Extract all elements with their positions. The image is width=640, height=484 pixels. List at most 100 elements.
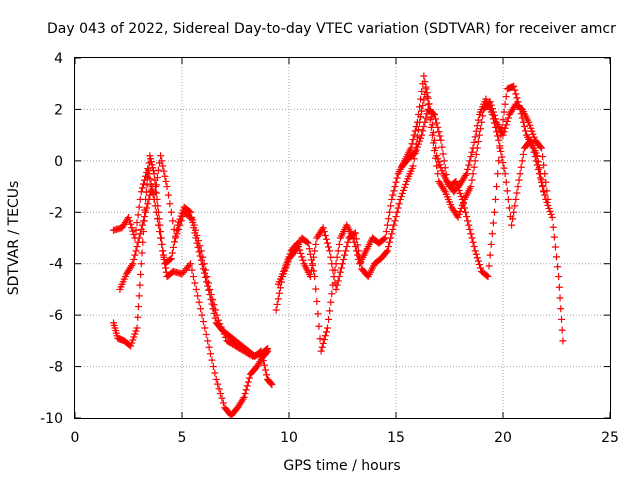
- data-point: [273, 300, 281, 308]
- y-tick-label: 2: [54, 102, 63, 118]
- data-point: [326, 307, 334, 315]
- data-point: [322, 328, 330, 336]
- data-point: [442, 171, 450, 179]
- data-point: [242, 386, 250, 394]
- data-point: [209, 305, 217, 313]
- data-point: [540, 161, 548, 169]
- data-point: [417, 134, 425, 142]
- data-point: [519, 150, 527, 158]
- data-point: [197, 256, 205, 264]
- data-point: [520, 123, 528, 131]
- data-point: [515, 176, 523, 184]
- data-point: [493, 128, 501, 136]
- data-point: [188, 266, 196, 274]
- data-point: [296, 246, 304, 254]
- data-point: [485, 262, 493, 270]
- data-point: [218, 394, 226, 402]
- data-point: [350, 230, 358, 238]
- data-point: [412, 146, 420, 154]
- data-point: [548, 213, 556, 221]
- data-point: [334, 247, 342, 255]
- data-point: [356, 253, 364, 261]
- data-point: [438, 167, 446, 175]
- data-point: [335, 240, 343, 248]
- data-point: [414, 126, 422, 134]
- data-point: [410, 131, 418, 139]
- data-point: [134, 238, 142, 246]
- data-point: [332, 285, 340, 293]
- data-point: [477, 264, 485, 272]
- data-point: [501, 100, 509, 108]
- data-point: [282, 262, 290, 270]
- data-point: [337, 264, 345, 272]
- data-point: [188, 213, 196, 221]
- data-point: [321, 332, 329, 340]
- data-point: [394, 204, 402, 212]
- data-point: [530, 133, 538, 141]
- data-point: [272, 306, 280, 314]
- data-point: [385, 215, 393, 223]
- data-point: [314, 310, 322, 318]
- data-point: [555, 283, 563, 291]
- data-point: [452, 177, 460, 185]
- data-point: [395, 200, 403, 208]
- data-point: [389, 225, 397, 233]
- data-point: [285, 253, 293, 261]
- data-point: [321, 231, 329, 239]
- data-point: [419, 102, 427, 110]
- data-point: [504, 114, 512, 122]
- data-point: [402, 180, 410, 188]
- data-point: [153, 215, 161, 223]
- data-point: [418, 107, 426, 115]
- data-point: [200, 269, 208, 277]
- data-point: [387, 234, 395, 242]
- data-point: [205, 286, 213, 294]
- data-point: [493, 183, 501, 191]
- data-point: [284, 256, 292, 264]
- data-point: [489, 115, 497, 123]
- data-point: [134, 313, 142, 321]
- data-point: [483, 272, 491, 280]
- data-point: [146, 152, 154, 160]
- data-point: [398, 189, 406, 197]
- data-point: [185, 261, 193, 269]
- data-point: [470, 138, 478, 146]
- data-point: [158, 240, 166, 248]
- data-point: [535, 164, 543, 172]
- data-point: [329, 266, 337, 274]
- data-point: [500, 164, 508, 172]
- data-point: [306, 273, 314, 281]
- data-point: [127, 220, 135, 228]
- data-point: [305, 245, 313, 253]
- data-point: [326, 247, 334, 255]
- data-point: [420, 72, 428, 80]
- data-point: [152, 181, 160, 189]
- x-axis-label: GPS time / hours: [283, 458, 400, 474]
- data-point: [494, 170, 502, 178]
- data-point: [434, 123, 442, 131]
- data-point: [174, 221, 182, 229]
- data-point: [264, 345, 272, 353]
- data-point: [133, 324, 141, 332]
- data-point: [544, 201, 552, 209]
- series-track-f: [398, 95, 548, 229]
- data-point: [553, 253, 560, 261]
- x-tick-label: 20: [494, 430, 512, 446]
- data-point: [320, 228, 328, 236]
- data-point: [556, 294, 564, 302]
- data-point: [497, 147, 505, 155]
- data-point: [194, 243, 202, 251]
- data-point: [204, 337, 212, 345]
- data-point: [304, 239, 312, 247]
- data-point: [312, 240, 320, 248]
- data-point: [128, 224, 136, 232]
- data-point: [196, 252, 204, 260]
- data-point: [307, 266, 315, 274]
- data-point: [389, 191, 397, 199]
- data-point: [328, 290, 336, 298]
- data-point: [554, 263, 562, 271]
- data-point: [195, 248, 203, 256]
- data-point: [344, 238, 352, 246]
- data-point: [382, 228, 390, 236]
- data-point: [469, 238, 477, 246]
